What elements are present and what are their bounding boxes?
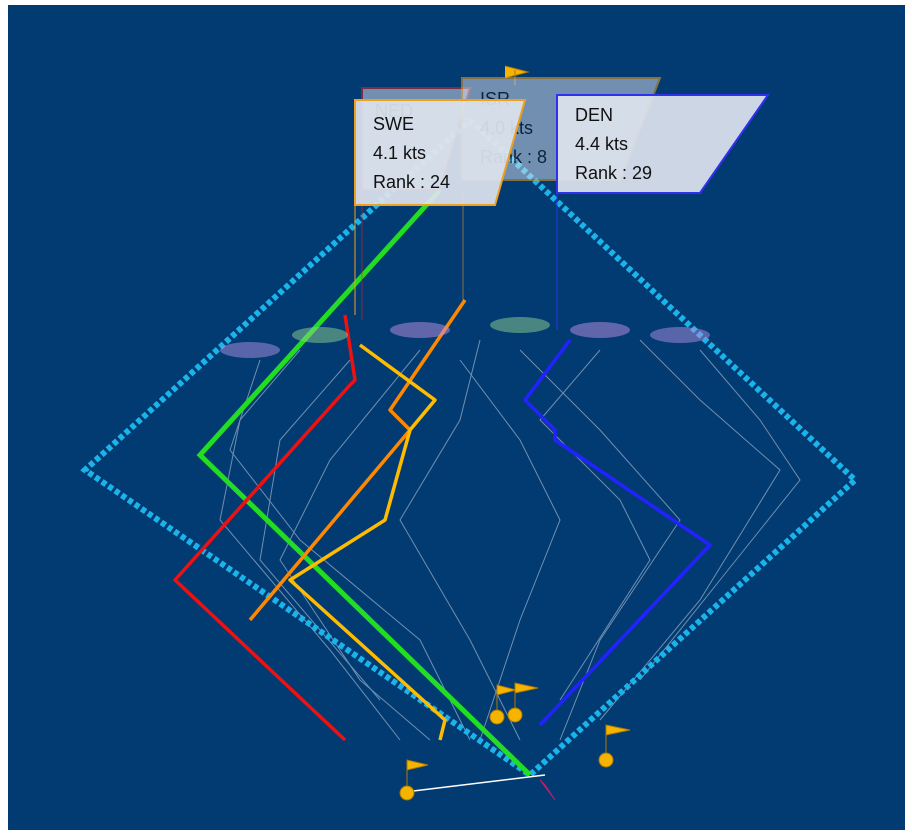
label-speed: 4.4 kts bbox=[575, 134, 628, 154]
label-rank: Rank : 24 bbox=[373, 172, 450, 192]
boat-label: DEN 4.4 kts Rank : 29 bbox=[556, 94, 770, 330]
marks bbox=[399, 65, 631, 801]
laylines bbox=[196, 188, 532, 777]
label-speed: 4.1 kts bbox=[373, 143, 426, 163]
boat-sails bbox=[220, 317, 710, 358]
label-box bbox=[354, 99, 527, 206]
label-name: SWE bbox=[373, 114, 414, 134]
finish-line bbox=[404, 774, 546, 793]
boat-tracks bbox=[173, 299, 712, 742]
label-box bbox=[556, 94, 770, 194]
fleet-tracks bbox=[219, 339, 801, 741]
label-rank: Rank : 29 bbox=[575, 163, 652, 183]
boat-label: SWE 4.1 kts Rank : 24 bbox=[354, 99, 527, 315]
label-name: DEN bbox=[575, 105, 613, 125]
